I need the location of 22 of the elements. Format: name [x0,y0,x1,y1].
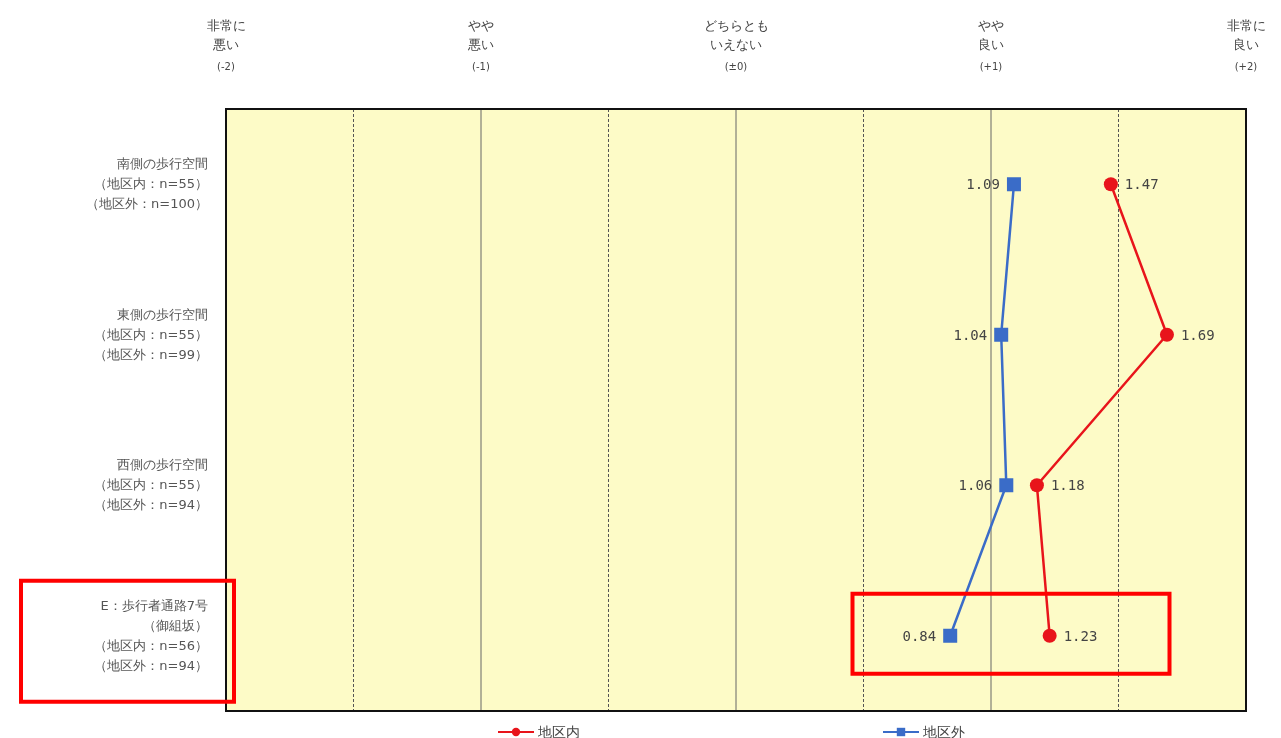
data-label: 1.18 [1050,477,1085,494]
data-label: 0.84 [902,627,937,644]
y-tick-label: 東側の歩行空間（地区内：n=55）（地区外：n=99） [94,306,208,362]
data-label: 1.69 [1180,326,1215,343]
data-label: 1.06 [958,477,993,494]
data-label: 1.09 [966,176,1000,193]
data-label: 1.47 [1124,176,1159,193]
point [994,327,1009,342]
point [1103,177,1118,192]
legend-label: 地区内 [537,724,580,738]
point [1159,327,1174,342]
point [1042,628,1057,643]
point [999,478,1014,493]
data-label: 1.23 [1063,627,1098,644]
y-tick-label: 西側の歩行空間（地区内：n=55）（地区外：n=94） [94,457,208,513]
point [1006,177,1021,192]
legend-label: 地区外 [922,724,965,738]
point [943,628,958,643]
data-label: 1.04 [953,326,988,343]
y-tick-label: 南側の歩行空間（地区内：n=55）（地区外：n=100） [86,156,208,212]
point [1029,478,1044,493]
y-tick-label: E：歩行者通路7号（御組坂）（地区内：n=56）（地区外：n=94） [94,597,208,673]
